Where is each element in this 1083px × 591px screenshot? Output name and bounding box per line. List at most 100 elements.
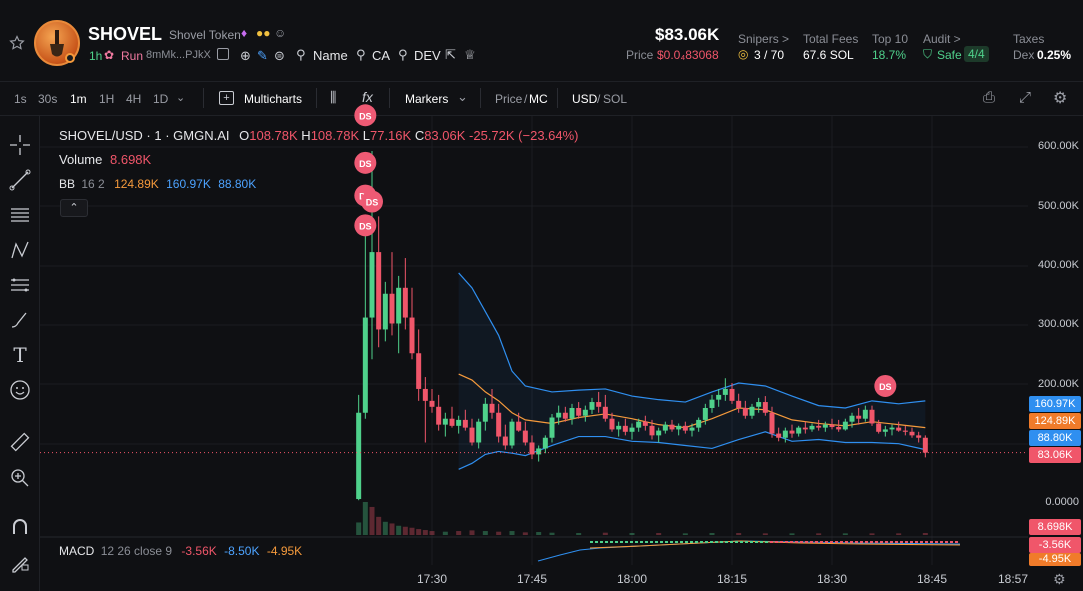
emoji-icon[interactable] xyxy=(8,378,32,402)
candle-body xyxy=(889,427,895,430)
fees-label: Total Fees xyxy=(803,32,859,46)
macd-hist-bar xyxy=(890,541,893,543)
ds-marker xyxy=(354,151,377,174)
horizontal-lines-icon[interactable] xyxy=(8,203,32,227)
volume-bar xyxy=(522,532,528,535)
y-tick-zero: 0.0000 xyxy=(1045,496,1079,508)
indicators-icon[interactable]: fx xyxy=(362,89,373,105)
volume-bar xyxy=(362,502,368,535)
name-search-button[interactable]: Name xyxy=(313,48,348,63)
interval-dropdown-icon[interactable]: ⌄ xyxy=(176,92,186,104)
token-fullname: Shovel Token xyxy=(169,28,241,42)
fullscreen-icon[interactable]: ⤢ xyxy=(1019,89,1032,106)
macd-hist-bar xyxy=(735,541,738,543)
fib-icon[interactable] xyxy=(8,273,32,297)
dev-search-button[interactable]: DEV xyxy=(414,48,441,63)
candle-body xyxy=(716,394,722,400)
mc-toggle[interactable]: MC xyxy=(529,92,548,106)
star-icon[interactable] xyxy=(9,35,25,51)
candle-body xyxy=(456,419,462,426)
macd-hist-bar xyxy=(655,541,658,543)
lock-draw-icon[interactable] xyxy=(8,551,32,575)
run-label[interactable]: Run xyxy=(121,49,144,63)
settings-gear-icon[interactable]: ⚙ xyxy=(1053,90,1068,107)
macd-hist-bar xyxy=(645,541,648,543)
bb-label: BB xyxy=(59,177,76,191)
candle-body xyxy=(429,400,435,407)
external-link-icon[interactable]: ⇱ xyxy=(445,47,456,62)
candle-body xyxy=(749,406,755,416)
candle-body xyxy=(689,427,695,431)
volume-bar xyxy=(416,529,422,535)
audit-label[interactable]: Audit > xyxy=(923,32,961,46)
interval-1d[interactable]: 1D xyxy=(153,92,169,106)
menu-circle-icon[interactable]: ⊜ xyxy=(274,48,285,63)
bb-basis-tag: 124.89K xyxy=(1029,413,1081,429)
crosshair-icon[interactable] xyxy=(8,133,32,157)
candle-body xyxy=(589,402,595,410)
macd-hist-bar xyxy=(940,541,943,543)
ca-search-icon: ⚲ xyxy=(356,47,366,62)
bb-fill xyxy=(458,272,926,470)
sol-toggle[interactable]: SOL xyxy=(603,92,628,106)
brush-icon[interactable] xyxy=(8,308,32,332)
candle-body xyxy=(856,415,862,419)
copy-icon[interactable] xyxy=(217,48,229,60)
macd-hist-bar xyxy=(930,541,933,543)
close-value: 83.06K xyxy=(424,128,466,143)
x-tick-1815: 18:15 xyxy=(717,572,748,586)
snipers-label[interactable]: Snipers > xyxy=(738,32,790,46)
crown-icon[interactable]: ♕ xyxy=(464,47,476,62)
macd-hist-bar xyxy=(670,541,673,543)
candles-icon[interactable]: ⫼ xyxy=(330,89,337,105)
zoom-in-icon[interactable] xyxy=(8,466,32,490)
candle-body xyxy=(542,437,548,449)
usd-toggle[interactable]: USD xyxy=(572,92,598,106)
markers-button[interactable]: Markers xyxy=(405,92,449,106)
markers-chevron-down-icon[interactable]: ⌄ xyxy=(457,89,468,104)
low-value: 77.16K xyxy=(369,128,412,143)
ruler-icon[interactable] xyxy=(8,430,32,454)
interval-4h[interactable]: 4H xyxy=(126,92,142,106)
macd-hist-bar xyxy=(750,541,753,543)
candle-body xyxy=(869,409,875,424)
macd-hist-bar xyxy=(885,541,888,543)
feather-icon[interactable]: ✎ xyxy=(257,48,268,63)
globe-icon[interactable]: ⊕ xyxy=(240,48,251,63)
ca-search-button[interactable]: CA xyxy=(372,48,391,63)
macd-hist-bar xyxy=(775,541,778,543)
camera-icon[interactable]: ⎙ xyxy=(983,89,996,106)
interval-1h[interactable]: 1H xyxy=(99,92,115,106)
sniper-icon: ◎ xyxy=(738,47,749,61)
macd-hist-bar xyxy=(835,541,838,543)
interval-1m[interactable]: 1m xyxy=(70,92,87,106)
toolbar-divider-5 xyxy=(557,88,558,108)
macd-hist-bar xyxy=(810,541,813,543)
price-label: Price xyxy=(626,48,654,62)
candle-body xyxy=(829,424,835,428)
search-icon[interactable]: ⚲ xyxy=(296,47,306,62)
add-chart-icon[interactable]: + xyxy=(219,91,234,105)
price-toggle[interactable]: Price xyxy=(495,92,523,106)
candle-body xyxy=(396,287,402,324)
pattern-icon[interactable] xyxy=(8,238,32,262)
text-icon[interactable]: T xyxy=(13,343,27,367)
interval-30s[interactable]: 30s xyxy=(38,92,58,106)
magnet-icon[interactable] xyxy=(8,515,32,539)
axis-settings-icon[interactable]: ⚙ xyxy=(1053,571,1066,587)
macd-hist-bar xyxy=(715,541,718,543)
macd-legend: MACD 12 26 close 9 -3.56K -8.50K -4.95K xyxy=(59,544,302,558)
interval-1s[interactable]: 1s xyxy=(14,92,27,106)
macd-hist-bar xyxy=(920,541,923,543)
candle-body xyxy=(442,418,448,425)
candle-body xyxy=(516,421,522,431)
candle-body xyxy=(576,407,582,416)
chart-area[interactable] xyxy=(40,116,1083,591)
multicharts-button[interactable]: Multicharts xyxy=(244,92,303,106)
trendline-icon[interactable] xyxy=(8,168,32,192)
collapse-legend-button[interactable]: ⌃ xyxy=(60,199,88,217)
candle-body xyxy=(476,421,482,443)
macd-hist-bar xyxy=(935,541,938,543)
macd-hist-bar xyxy=(710,541,713,543)
